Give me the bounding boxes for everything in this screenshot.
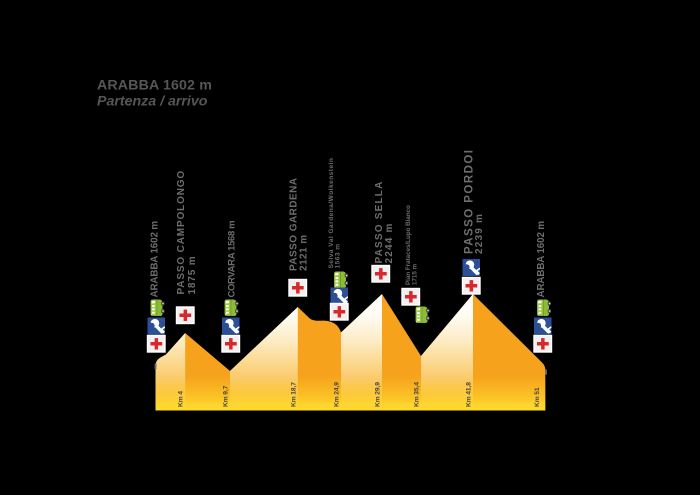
svg-text:Partenza / arrivo: Partenza / arrivo	[97, 94, 208, 110]
svg-text:Km 41,8: Km 41,8	[466, 382, 473, 407]
svg-text:Km 18,7: Km 18,7	[290, 382, 297, 407]
svg-text:2121 m: 2121 m	[299, 234, 310, 271]
svg-text:Km 51: Km 51	[534, 387, 541, 407]
svg-text:PASSO CAMPOLONGO: PASSO CAMPOLONGO	[176, 170, 187, 295]
svg-text:CORVARA 1568 m: CORVARA 1568 m	[227, 221, 238, 298]
svg-text:1563 m: 1563 m	[335, 243, 342, 268]
svg-text:ARABBA 1602 m: ARABBA 1602 m	[150, 221, 161, 298]
svg-text:PASSO PORDOI: PASSO PORDOI	[464, 149, 476, 254]
svg-text:1875 m: 1875 m	[187, 255, 198, 294]
svg-text:PASSO GARDENA: PASSO GARDENA	[289, 178, 300, 271]
svg-text:Pian Frataces/Lupo Bianco: Pian Frataces/Lupo Bianco	[405, 205, 412, 285]
svg-text:2244 m: 2244 m	[384, 222, 395, 263]
svg-text:Km 9,7: Km 9,7	[223, 385, 230, 407]
svg-text:Km 4: Km 4	[178, 391, 185, 407]
svg-text:1715 m: 1715 m	[411, 263, 418, 285]
svg-text:ARABBA 1602 m: ARABBA 1602 m	[536, 221, 547, 298]
svg-text:PASSO SELLA: PASSO SELLA	[374, 180, 385, 263]
svg-text:2239 m: 2239 m	[474, 213, 485, 254]
svg-text:Km 29,9: Km 29,9	[375, 382, 382, 407]
svg-text:ARABBA 1602 m: ARABBA 1602 m	[97, 78, 212, 94]
svg-text:Km 24,9: Km 24,9	[334, 382, 341, 407]
svg-text:Selva Val Gardena/Wolkenstein: Selva Val Gardena/Wolkenstein	[328, 158, 335, 269]
svg-text:Km 35,4: Km 35,4	[414, 382, 421, 407]
